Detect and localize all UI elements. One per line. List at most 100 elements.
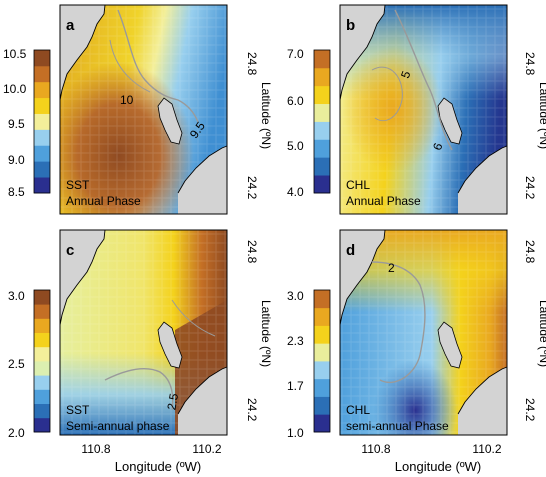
lon-tick-left-c: 110.8 <box>81 442 110 456</box>
colorbar-swatch <box>314 85 330 105</box>
colorbar-swatch <box>314 307 330 326</box>
panel-c-island <box>157 321 183 369</box>
panel-b-letter: b <box>346 17 355 34</box>
colorbar-swatch <box>34 65 50 83</box>
colorbar-swatch <box>34 332 50 348</box>
colorbar-swatch <box>34 145 50 162</box>
panel-c-letter: c <box>66 242 74 259</box>
panel-b-map: 5 6 b CHL Annual Phase <box>339 4 508 215</box>
panel-b-caption: Annual Phase <box>346 194 421 208</box>
colorbar-swatch <box>34 129 50 146</box>
lat-tick-top-c: 24.8 <box>245 240 259 264</box>
lat-tick-bottom-a: 24.2 <box>245 176 259 200</box>
lon-axis-label-right: Longitude (ºW) <box>395 459 481 474</box>
lat-tick-top-b: 24.8 <box>523 52 537 76</box>
lat-axis-label-top-right: Latitude (ºN) <box>537 82 546 149</box>
colorbar-swatch <box>34 318 50 333</box>
colorbar-swatch <box>34 81 50 99</box>
panel-b-lat-ticks: 24.8 24.2 <box>523 52 537 200</box>
panel-d-contour-label-1: 2 <box>388 261 395 275</box>
panel-d-colorbar: 3.0 2.3 1.7 1.0 <box>287 289 331 440</box>
panel-d-lon-ticks: 110.8 110.2 Longitude (ºW) <box>361 442 501 474</box>
colorbar-swatch <box>314 121 330 140</box>
colorbar-swatch <box>34 177 50 194</box>
panel-d-lat-ticks: 24.8 24.2 Latitude (ºN) Latitude (ºN) La… <box>259 82 546 422</box>
panel-b-contour-label-1: 5 <box>398 69 414 80</box>
panel-c: 2.5 c SST Semi-annual phase 3.0 2.5 2.0 … <box>8 229 259 474</box>
colorbar-frame <box>33 49 51 194</box>
colorbar-swatch <box>314 50 330 69</box>
panel-a-caption: Annual Phase <box>66 194 141 208</box>
colorbar-swatch <box>314 396 330 415</box>
panel-c-cb-tick-1: 2.5 <box>8 357 25 371</box>
panel-a-lat-ticks: 24.8 24.2 Latitude (ºN) <box>245 52 273 200</box>
colorbar-swatch <box>34 161 50 178</box>
panel-c-colorbar: 3.0 2.5 2.0 <box>8 289 51 440</box>
panel-c-map: 2.5 c SST Semi-annual phase <box>59 229 228 436</box>
panel-a-cb-tick-4: 8.5 <box>8 185 25 199</box>
colorbar-swatch <box>34 389 50 404</box>
panel-a-map: 10 9.5 a SST Annual Phase <box>59 4 228 215</box>
colorbar-swatch <box>34 346 50 362</box>
panel-a-colorbar: 10.5 10.0 9.5 9.0 8.5 <box>3 47 51 199</box>
colorbar-swatch <box>314 361 330 380</box>
lat-tick-bottom-d: 24.2 <box>523 398 537 422</box>
colorbar-swatch <box>34 403 50 419</box>
panel-b-contour <box>394 9 453 151</box>
lat-axis-label-top-left: Latitude (ºN) <box>259 82 273 149</box>
colorbar-swatch <box>314 378 330 397</box>
panel-c-cb-tick-2: 2.0 <box>8 426 25 440</box>
panel-d-cb-tick-3: 1.0 <box>287 426 304 440</box>
panel-a-cb-tick-3: 9.0 <box>8 153 25 167</box>
panel-a-frame <box>59 4 228 215</box>
panel-a-cb-tick-0: 10.5 <box>3 47 27 61</box>
colorbar-swatch <box>34 113 50 130</box>
colorbar-swatch <box>34 304 50 319</box>
colorbar-swatch <box>314 325 330 344</box>
panel-a-letter: a <box>66 17 75 34</box>
panel-a-cb-tick-1: 10.0 <box>3 82 27 96</box>
panel-a-contour-label-1: 10 <box>120 93 134 107</box>
colorbar-swatch <box>34 361 50 376</box>
colorbar-swatch <box>314 157 330 176</box>
panel-d-cb-tick-2: 1.7 <box>287 379 304 393</box>
panel-c-frame <box>59 229 228 436</box>
panel-a: 10 9.5 a SST Annual Phase 10.5 10.0 9.5 … <box>3 4 273 215</box>
panel-c-lat-ticks: 24.8 24.2 <box>245 240 259 422</box>
panel-d-frame <box>339 229 508 436</box>
panel-a-island <box>157 97 183 145</box>
panel-d-coastline <box>339 229 386 326</box>
colorbar-swatch <box>34 417 50 433</box>
lat-tick-bottom-c: 24.2 <box>245 398 259 422</box>
panel-d-letter: d <box>346 242 355 259</box>
panel-b: 5 6 b CHL Annual Phase 7.0 6.0 5.0 4.0 2… <box>287 4 537 215</box>
panel-b-colorbar: 7.0 6.0 5.0 4.0 <box>287 47 331 199</box>
colorbar-swatch <box>314 175 330 194</box>
colorbar-frame <box>33 289 51 433</box>
panel-d-map: 2 d CHL semi-annual Phase <box>339 229 508 436</box>
panel-b-coastline <box>339 4 386 101</box>
panel-a-contour <box>117 9 199 123</box>
panel-b-cb-tick-3: 4.0 <box>287 185 304 199</box>
panel-b-variable: CHL <box>346 178 370 192</box>
panel-d-island <box>437 321 463 369</box>
panel-c-lon-ticks: 110.8 110.2 Longitude (ºW) <box>81 442 221 474</box>
panel-b-island <box>437 97 463 145</box>
panel-b-land-south <box>458 146 507 214</box>
lat-tick-top-d: 24.8 <box>523 240 537 264</box>
panel-c-variable: SST <box>66 403 90 417</box>
panel-c-cb-tick-0: 3.0 <box>8 289 25 303</box>
lat-tick-bottom-b: 24.2 <box>523 176 537 200</box>
colorbar-swatch <box>34 97 50 114</box>
panel-c-caption: Semi-annual phase <box>66 419 170 433</box>
lat-axis-label-bottom-left: Latitude (ºN) <box>259 300 273 367</box>
colorbar-swatch <box>34 375 50 390</box>
panel-b-cb-tick-1: 6.0 <box>287 94 304 108</box>
colorbar-swatch <box>34 50 50 67</box>
panel-c-coastline <box>59 229 106 326</box>
lat-tick-top-a: 24.8 <box>245 52 259 76</box>
panel-d-land-south <box>458 367 507 435</box>
panel-d-contour <box>371 261 426 383</box>
panel-a-coastline <box>59 4 106 101</box>
colorbar-frame <box>313 49 331 194</box>
